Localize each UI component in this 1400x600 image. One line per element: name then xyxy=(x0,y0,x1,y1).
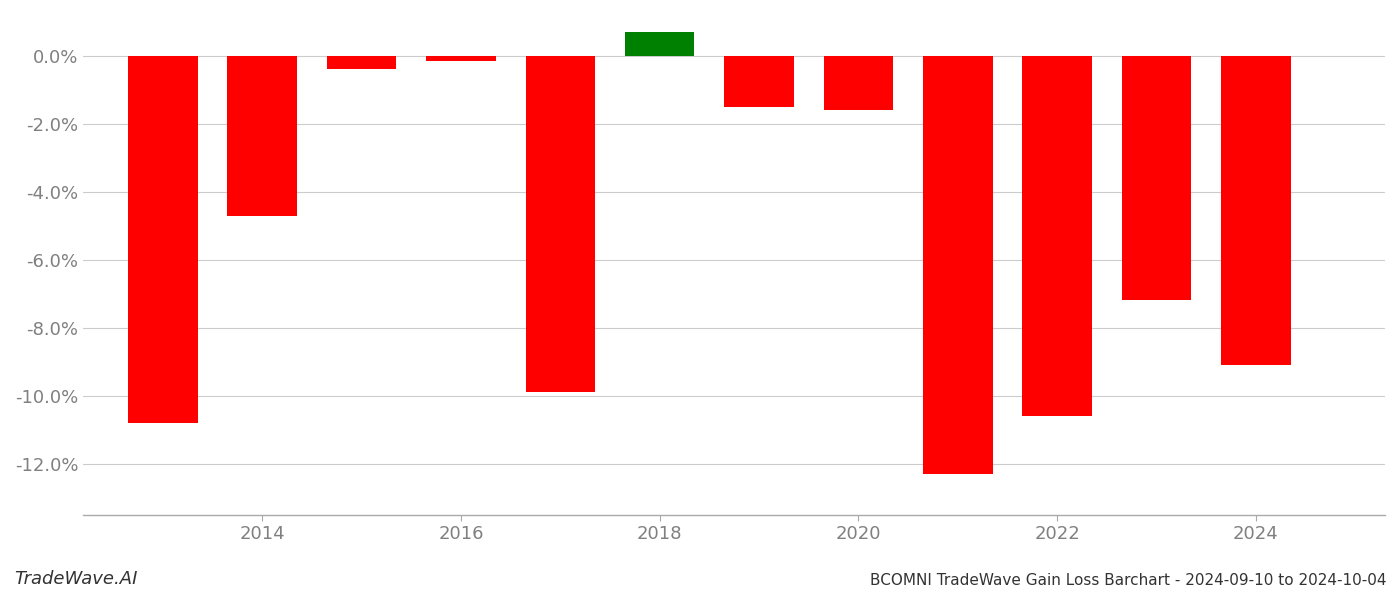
Bar xyxy=(724,56,794,107)
Bar xyxy=(1121,56,1191,301)
Bar xyxy=(227,56,297,215)
Bar xyxy=(923,56,993,474)
Bar xyxy=(624,32,694,56)
Bar xyxy=(823,56,893,110)
Bar xyxy=(525,56,595,392)
Bar xyxy=(326,56,396,70)
Text: TradeWave.AI: TradeWave.AI xyxy=(14,570,137,588)
Bar xyxy=(127,56,197,423)
Bar xyxy=(426,56,496,61)
Text: BCOMNI TradeWave Gain Loss Barchart - 2024-09-10 to 2024-10-04: BCOMNI TradeWave Gain Loss Barchart - 20… xyxy=(869,573,1386,588)
Bar xyxy=(1221,56,1291,365)
Bar xyxy=(1022,56,1092,416)
